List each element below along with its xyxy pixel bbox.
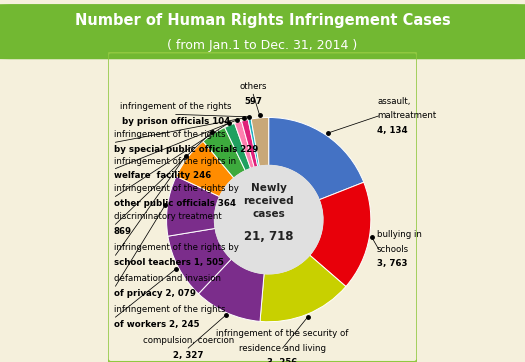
Wedge shape bbox=[198, 259, 264, 321]
Text: infringement of the rights: infringement of the rights bbox=[114, 305, 225, 314]
Wedge shape bbox=[310, 182, 371, 286]
Text: 4, 134: 4, 134 bbox=[377, 126, 407, 135]
FancyBboxPatch shape bbox=[0, 5, 525, 59]
Text: welfare  facility 246: welfare facility 246 bbox=[114, 172, 211, 181]
Wedge shape bbox=[251, 118, 269, 166]
Text: ( from Jan.1 to Dec. 31, 2014 ): ( from Jan.1 to Dec. 31, 2014 ) bbox=[167, 39, 358, 52]
Wedge shape bbox=[176, 141, 234, 197]
Wedge shape bbox=[166, 176, 219, 236]
Text: of workers 2, 245: of workers 2, 245 bbox=[114, 320, 200, 329]
Text: by prison officials 104: by prison officials 104 bbox=[122, 117, 230, 126]
Text: infringement of the security of: infringement of the security of bbox=[216, 329, 349, 338]
Text: Number of Human Rights Infringement Cases: Number of Human Rights Infringement Case… bbox=[75, 13, 450, 29]
Wedge shape bbox=[203, 127, 245, 178]
Text: 2, 327: 2, 327 bbox=[173, 351, 204, 360]
Text: defamation and invasion: defamation and invasion bbox=[114, 274, 221, 283]
Wedge shape bbox=[168, 228, 232, 294]
Text: infringement of the rights by: infringement of the rights by bbox=[114, 185, 239, 193]
Text: 597: 597 bbox=[244, 97, 262, 106]
Text: infringement of the rights: infringement of the rights bbox=[114, 130, 225, 139]
Text: 3, 763: 3, 763 bbox=[377, 260, 407, 268]
Text: Newly
received
cases: Newly received cases bbox=[244, 183, 294, 219]
Text: 21, 718: 21, 718 bbox=[244, 230, 293, 243]
Text: by special public officials 229: by special public officials 229 bbox=[114, 145, 258, 154]
Wedge shape bbox=[235, 121, 254, 169]
Wedge shape bbox=[269, 118, 364, 200]
Text: compulsion, coercion: compulsion, coercion bbox=[143, 336, 234, 345]
Wedge shape bbox=[248, 119, 259, 167]
Text: bullying in: bullying in bbox=[377, 230, 422, 239]
Text: discriminatory treatment: discriminatory treatment bbox=[114, 212, 222, 221]
Text: of privacy 2, 079: of privacy 2, 079 bbox=[114, 289, 196, 298]
Text: other public officials 364: other public officials 364 bbox=[114, 199, 236, 209]
Circle shape bbox=[215, 165, 323, 274]
Text: infringement of the rights in: infringement of the rights in bbox=[114, 157, 236, 166]
Text: 3, 256: 3, 256 bbox=[268, 358, 298, 362]
Wedge shape bbox=[242, 119, 258, 167]
Text: assault,: assault, bbox=[377, 97, 411, 106]
Text: maltreatment: maltreatment bbox=[377, 111, 436, 121]
Text: school teachers 1, 505: school teachers 1, 505 bbox=[114, 258, 224, 267]
Text: schools: schools bbox=[377, 244, 409, 253]
Text: residence and living: residence and living bbox=[239, 344, 326, 353]
Wedge shape bbox=[225, 123, 250, 171]
Text: infringement of the rights by: infringement of the rights by bbox=[114, 243, 239, 252]
Text: others: others bbox=[239, 82, 267, 91]
Text: 869: 869 bbox=[114, 227, 132, 236]
Text: infringement of the rights: infringement of the rights bbox=[120, 102, 232, 111]
Wedge shape bbox=[260, 255, 346, 322]
